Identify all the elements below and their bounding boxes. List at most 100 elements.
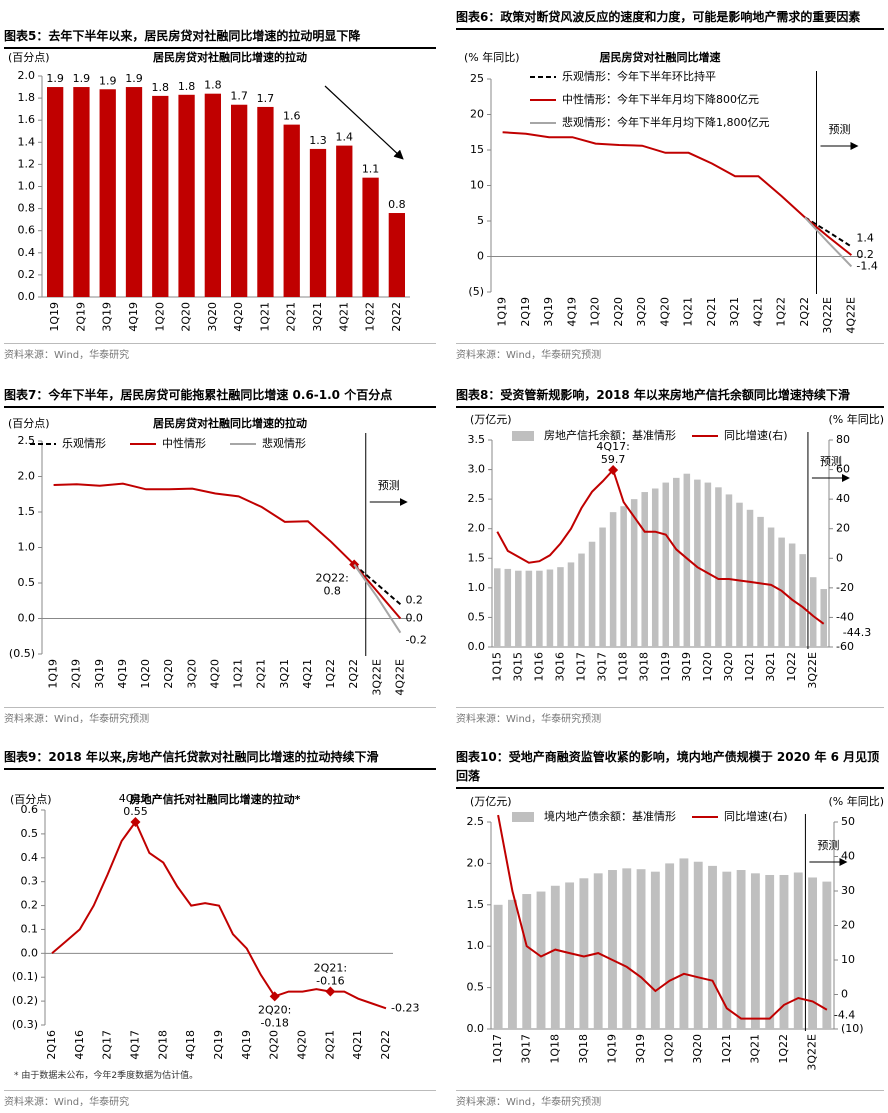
y-tick-label: 20 xyxy=(470,108,484,121)
title: 图表7：今年下半年，居民房贷可能拖累社融同比增速 0.6-1.0 个百分点 xyxy=(4,386,436,408)
bar xyxy=(765,874,775,1029)
data-label: 1.3 xyxy=(309,134,327,147)
legend-label: 乐观情形：今年下半年环比持平 xyxy=(562,69,716,83)
x-tick-label: 3Q19 xyxy=(101,302,114,332)
bar xyxy=(778,537,785,647)
x-tick-label: 1Q20 xyxy=(139,659,152,689)
x-tick-label: 4Q20 xyxy=(658,297,671,327)
subtitle: 居民房贷对社融同比增速的拉动 xyxy=(153,416,307,430)
x-tick-label: 3Q18 xyxy=(577,1034,590,1064)
bar xyxy=(757,516,764,647)
x-tick-label: 2Q20 xyxy=(180,302,193,332)
bar xyxy=(152,95,169,297)
source: 资料来源：Wind，华泰研究 xyxy=(4,343,436,361)
y-tick-label: 2.5 xyxy=(18,434,36,447)
bar xyxy=(593,873,603,1029)
data-label: 1.7 xyxy=(257,92,275,105)
y2-tick-label: -60 xyxy=(836,640,854,653)
x-tick-label: 2Q22 xyxy=(798,297,811,327)
x-tick-label: 1Q22 xyxy=(324,659,337,689)
x-tick-label: 3Q22E xyxy=(821,297,834,334)
bar xyxy=(622,868,632,1029)
data-label: -44.3 xyxy=(843,626,871,639)
x-tick-label: 4Q19 xyxy=(240,1030,253,1060)
x-tick-label: 3Q20 xyxy=(691,1034,704,1064)
y-tick-label: 2.0 xyxy=(18,69,36,82)
line xyxy=(353,563,402,634)
x-tick-label: 1Q19 xyxy=(605,1034,618,1064)
bar xyxy=(779,874,789,1029)
x-tick-label: 2Q20 xyxy=(268,1030,281,1060)
bar xyxy=(504,568,512,647)
x-tick-label: 3Q22E xyxy=(806,1034,819,1071)
trend-arrow xyxy=(324,85,404,160)
y-tick-label: 5 xyxy=(477,214,484,227)
bar xyxy=(750,873,760,1029)
bar xyxy=(525,570,533,647)
x-tick-label: 2Q19 xyxy=(74,302,87,332)
x-tick-label: 1Q19 xyxy=(47,659,60,689)
y-axis-label: (万亿元) xyxy=(470,413,512,426)
data-label: 0.8 xyxy=(388,198,406,211)
y2-tick-label: 0 xyxy=(836,551,843,564)
x-tick-label: 1Q22 xyxy=(775,297,788,327)
data-label: -0.23 xyxy=(391,1001,419,1014)
x-tick-label: 1Q15 xyxy=(490,652,503,682)
y-tick-label: 2.5 xyxy=(467,815,485,828)
x-tick-label: 1Q19 xyxy=(496,297,509,327)
y-tick-label: 0.0 xyxy=(467,1022,485,1035)
x-tick-label: 3Q19 xyxy=(542,297,555,327)
x-tick-label: 4Q20 xyxy=(296,1030,309,1060)
y-tick-label: 0.0 xyxy=(18,290,36,303)
x-tick-label: 2Q21 xyxy=(323,1030,336,1060)
point-marker xyxy=(325,986,336,997)
bar xyxy=(608,870,617,1029)
x-tick-label: 3Q22E xyxy=(806,652,819,689)
bar xyxy=(73,87,90,297)
x-tick-label: 4Q20 xyxy=(232,302,245,332)
bar xyxy=(620,506,627,647)
source: 资料来源：Wind，华泰研究预测 xyxy=(4,707,436,725)
bar xyxy=(767,527,775,647)
legend-swatch xyxy=(512,431,534,441)
x-tick-label: 2Q21 xyxy=(285,302,298,332)
y-tick-label: 0.5 xyxy=(467,981,485,994)
x-tick-label: 3Q17 xyxy=(596,652,609,682)
bar xyxy=(662,482,670,647)
x-tick-label: 3Q20 xyxy=(185,659,198,689)
y2-tick-label: 20 xyxy=(841,919,855,932)
bar xyxy=(283,124,300,298)
y-tick-label: 1.5 xyxy=(467,898,485,911)
bar xyxy=(546,569,554,647)
data-label: 1.8 xyxy=(178,80,196,93)
data-label: 1.1 xyxy=(362,163,380,176)
y-tick-label: 1.6 xyxy=(18,113,36,126)
data-label: 1.9 xyxy=(73,72,91,85)
y-axis-label: (% 年同比) xyxy=(464,50,520,64)
x-tick-label: 3Q21 xyxy=(764,652,777,682)
x-tick-label: 3Q21 xyxy=(748,1034,761,1064)
x-tick-label: 2Q22 xyxy=(347,659,360,689)
data-label: 1.8 xyxy=(152,81,170,94)
data-label: -4.4 xyxy=(834,1009,855,1022)
bar xyxy=(536,891,546,1029)
y-tick-label: 0.3 xyxy=(21,875,39,888)
x-tick-label: 4Q22E xyxy=(844,297,857,334)
bar xyxy=(494,568,501,647)
x-tick-label: 4Q16 xyxy=(73,1030,86,1060)
data-label: 1.6 xyxy=(283,110,301,123)
bar xyxy=(736,870,746,1029)
bar xyxy=(630,499,638,647)
x-tick-label: 3Q16 xyxy=(553,652,566,682)
legend-label: 中性情形 xyxy=(162,436,206,450)
bar xyxy=(362,177,379,297)
y2-axis-label: (% 年同比) xyxy=(828,412,884,426)
y-axis-label: (万亿元) xyxy=(470,795,512,808)
data-label: 1.9 xyxy=(125,72,143,85)
footnote: * 由于数据未公布，今年2季度数据为估计值。 xyxy=(14,1071,199,1081)
x-tick-label: 2Q20 xyxy=(612,297,625,327)
y-tick-label: 0.2 xyxy=(18,268,36,281)
y-tick-label: 0.1 xyxy=(21,922,39,935)
x-tick-label: 1Q19 xyxy=(659,652,672,682)
